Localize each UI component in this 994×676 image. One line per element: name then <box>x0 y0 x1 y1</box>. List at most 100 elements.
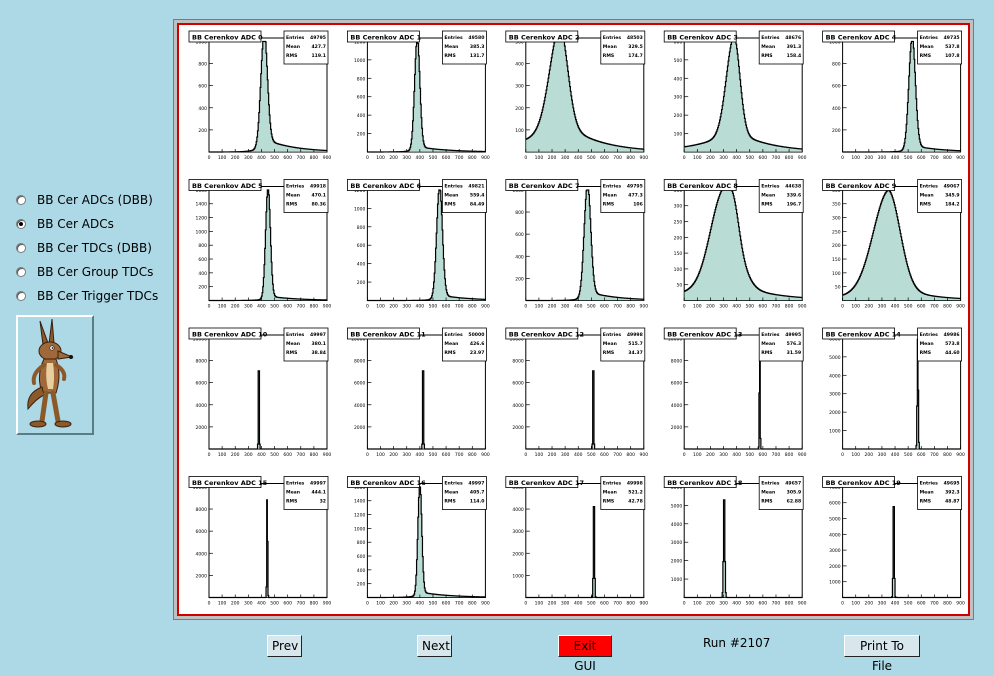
stats-label: Entries <box>761 332 780 338</box>
y-tick-label: 100 <box>832 271 841 277</box>
stats-box: Entries 49918 Mean 470.1 RMS 80.36 <box>283 179 329 213</box>
radio-indicator[interactable] <box>16 267 26 277</box>
stats-value: 444.1 <box>311 490 326 496</box>
x-tick-label: 900 <box>323 304 332 310</box>
stats-value: 405.7 <box>470 490 485 496</box>
y-tick-label: 1200 <box>354 39 366 45</box>
x-tick-label: 700 <box>613 452 622 458</box>
stats-frame <box>917 476 962 510</box>
histogram-panel: 0 100 200 300 400 500 600 700 800 900 200 400 600 800… <box>346 476 490 607</box>
title-text: BB Cerenkov ADC 4 <box>826 34 897 42</box>
radio-bb-cer-trigger-tdcs[interactable]: BB Cer Trigger TDCs <box>16 289 158 303</box>
y-tick-label: 1000 <box>196 229 208 235</box>
y-tick-label: 10000 <box>509 336 523 342</box>
x-tick-label: 0 <box>683 304 686 310</box>
y-tick-label: 4000 <box>354 403 366 409</box>
stats-value: 49918 <box>310 184 326 190</box>
stats-label: RMS <box>444 53 455 59</box>
histogram-canvas[interactable]: 0 100 200 300 400 500 600 700 800 900 200 400 600 800… <box>177 23 970 616</box>
stats-label: Mean <box>286 44 300 50</box>
stats-box: Entries 49821 Mean 559.4 RMS 84.49 <box>441 179 487 213</box>
y-tick-label: 200 <box>357 280 366 286</box>
y-tick-label: 5000 <box>671 503 683 509</box>
x-tick-label: 700 <box>296 452 305 458</box>
stats-frame <box>758 179 804 213</box>
exit-gui-button[interactable]: Exit GUI <box>558 635 612 673</box>
next-button[interactable]: Next <box>417 635 452 657</box>
histogram-title: BB Cerenkov ADC 12 <box>505 327 584 340</box>
radio-indicator[interactable] <box>16 219 26 229</box>
y-tick-label: 4000 <box>196 403 208 409</box>
x-tick-label: 200 <box>231 452 240 458</box>
x-tick-label: 600 <box>283 304 292 310</box>
stats-label: Mean <box>920 44 934 50</box>
y-tick-label: 200 <box>832 128 841 134</box>
stats-value: 48676 <box>785 35 801 41</box>
stats-value: 114.0 <box>470 499 485 505</box>
y-tick-label: 300 <box>674 95 683 101</box>
radio-bb-cer-group-tdcs[interactable]: BB Cer Group TDCs <box>16 265 153 279</box>
x-tick-label: 200 <box>231 304 240 310</box>
x-tick-label: 700 <box>772 155 781 161</box>
stats-box: Entries 49580 Mean 385.3 RMS 131.7 <box>441 30 487 65</box>
radio-bb-cer-tdcs-dbb[interactable]: BB Cer TDCs (DBB) <box>16 241 152 255</box>
title-text: BB Cerenkov ADC 18 <box>667 479 743 487</box>
x-tick-label: 800 <box>468 601 477 607</box>
y-tick-label: 600 <box>674 39 683 45</box>
x-tick-label: 800 <box>626 601 635 607</box>
logo-button[interactable] <box>16 315 94 435</box>
radio-indicator[interactable] <box>16 291 26 301</box>
stats-value: 380.1 <box>311 341 326 347</box>
y-tick-label: 7000 <box>829 485 841 491</box>
prev-button[interactable]: Prev <box>267 635 302 657</box>
y-tick-label: 400 <box>357 568 366 574</box>
y-tick-label: 800 <box>198 243 207 249</box>
y-tick-label: 1200 <box>196 216 208 222</box>
x-tick-label: 800 <box>785 601 794 607</box>
y-tick-label: 200 <box>674 235 683 241</box>
stats-label: RMS <box>286 350 297 356</box>
histogram-title: BB Cerenkov ADC 9 <box>822 179 897 191</box>
stats-frame <box>600 30 646 65</box>
x-tick-label: 300 <box>719 452 728 458</box>
radio-bb-cer-adcs-dbb[interactable]: BB Cer ADCs (DBB) <box>16 193 153 207</box>
x-tick-label: 600 <box>759 452 768 458</box>
radio-indicator[interactable] <box>16 243 26 253</box>
histogram-title: BB Cerenkov ADC 10 <box>188 327 268 340</box>
stats-label: RMS <box>286 202 297 208</box>
histogram-panel: 0 100 200 300 400 500 600 700 800 900 200 400 600 800… <box>505 179 648 310</box>
title-text: BB Cerenkov ADC 16 <box>350 479 426 487</box>
print-to-file-button[interactable]: Print To File <box>844 635 920 673</box>
y-tick-label: 200 <box>357 582 366 588</box>
y-tick-label: 4000 <box>512 403 524 409</box>
x-tick-label: 700 <box>613 155 622 161</box>
x-tick-label: 700 <box>613 304 622 310</box>
title-text: BB Cerenkov ADC 12 <box>509 331 584 339</box>
radio-indicator[interactable] <box>16 195 26 205</box>
stats-frame <box>441 476 487 510</box>
histogram-line <box>525 189 644 302</box>
title-text: BB Cerenkov ADC 6 <box>350 182 421 190</box>
stats-value: 49067 <box>944 184 960 190</box>
x-tick-label: 500 <box>270 155 279 161</box>
histogram-line <box>367 486 486 599</box>
title-text: BB Cerenkov ADC 1 <box>350 34 421 42</box>
x-tick-label: 900 <box>798 304 807 310</box>
radio-bb-cer-adcs[interactable]: BB Cer ADCs <box>16 217 114 231</box>
x-tick-label: 0 <box>524 601 527 607</box>
x-tick-label: 900 <box>956 452 965 458</box>
stats-label: Entries <box>920 332 939 338</box>
stats-frame <box>283 476 329 510</box>
stats-value: 49998 <box>627 332 643 338</box>
x-tick-label: 600 <box>759 601 768 607</box>
x-tick-label: 100 <box>693 452 702 458</box>
x-tick-label: 100 <box>376 452 385 458</box>
histogram-panel: 0 100 200 300 400 500 600 700 800 900 2000 4000 6000… <box>346 327 490 458</box>
stats-frame <box>441 327 487 362</box>
title-text: BB Cerenkov ADC 7 <box>509 182 580 190</box>
x-tick-label: 300 <box>561 601 570 607</box>
x-tick-label: 500 <box>745 304 754 310</box>
x-tick-label: 700 <box>455 304 464 310</box>
x-tick-label: 400 <box>891 155 900 161</box>
x-tick-label: 200 <box>865 304 874 310</box>
